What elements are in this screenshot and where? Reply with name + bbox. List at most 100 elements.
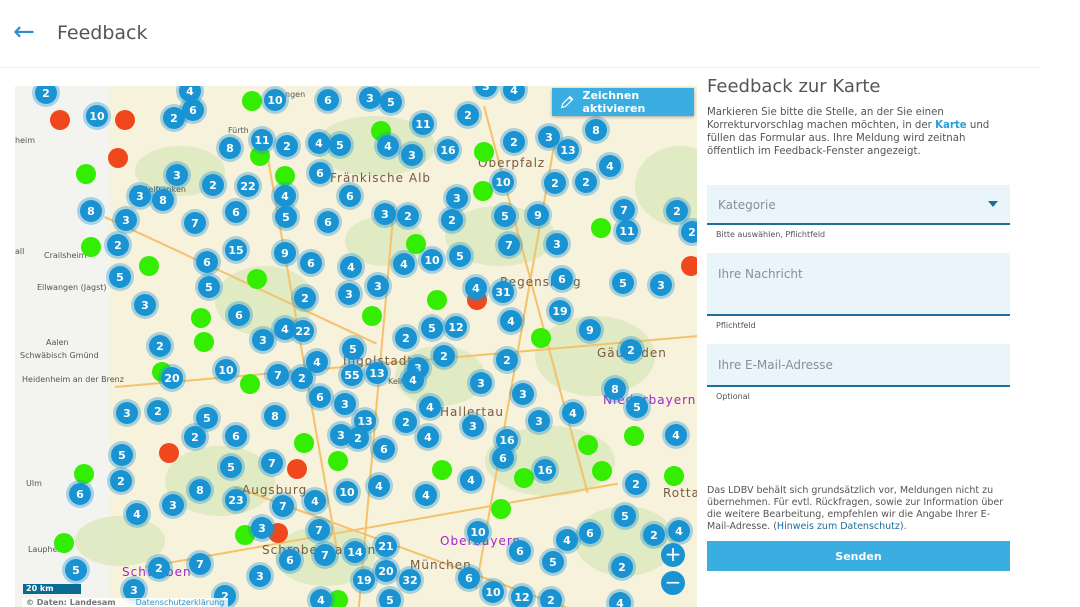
marker-cluster[interactable]: 8 <box>80 200 102 222</box>
arrow-left-icon[interactable]: ← <box>13 17 35 47</box>
marker-cluster[interactable]: 6 <box>228 304 250 326</box>
feedback-marker-done[interactable] <box>247 269 267 289</box>
marker-cluster[interactable]: 3 <box>123 579 145 601</box>
marker-cluster[interactable]: 20 <box>375 560 397 582</box>
feedback-marker-open[interactable] <box>268 523 288 543</box>
feedback-marker-done[interactable] <box>432 460 452 480</box>
feedback-marker-done[interactable] <box>235 525 255 545</box>
marker-cluster[interactable]: 4 <box>503 86 525 101</box>
marker-cluster[interactable]: 2 <box>291 367 313 389</box>
marker-cluster[interactable]: 15 <box>225 239 247 261</box>
marker-cluster[interactable]: 10 <box>336 481 358 503</box>
feedback-marker-done[interactable] <box>578 435 598 455</box>
marker-cluster[interactable]: 6 <box>551 268 573 290</box>
marker-cluster[interactable]: 12 <box>445 316 467 338</box>
feedback-marker-done[interactable] <box>592 461 612 481</box>
marker-cluster[interactable]: 4 <box>562 402 584 424</box>
marker-cluster[interactable]: 16 <box>437 139 459 161</box>
marker-cluster[interactable]: 16 <box>496 429 518 451</box>
feedback-marker-done[interactable] <box>250 146 270 166</box>
marker-cluster[interactable]: 4 <box>274 318 296 340</box>
email-input[interactable]: Ihre E-Mail-Adresse <box>707 344 1010 387</box>
marker-cluster[interactable]: 3 <box>528 410 550 432</box>
marker-cluster[interactable]: 13 <box>557 139 579 161</box>
marker-cluster[interactable]: 2 <box>540 589 562 607</box>
feedback-marker-done[interactable] <box>328 590 348 607</box>
marker-cluster[interactable]: 3 <box>166 164 188 186</box>
zoom-out-button[interactable]: − <box>661 571 685 595</box>
marker-cluster[interactable]: 6 <box>317 89 339 111</box>
marker-cluster[interactable]: 7 <box>189 553 211 575</box>
marker-cluster[interactable]: 2 <box>35 86 57 104</box>
feedback-marker-done[interactable] <box>474 142 494 162</box>
marker-cluster[interactable]: 7 <box>184 212 206 234</box>
marker-cluster[interactable]: 3 <box>650 274 672 296</box>
marker-cluster[interactable]: 14 <box>344 541 366 563</box>
marker-cluster[interactable]: 6 <box>225 425 247 447</box>
privacy-link[interactable]: Datenschutzerklärung <box>135 598 225 607</box>
marker-cluster[interactable]: 8 <box>264 405 286 427</box>
marker-cluster[interactable]: 22 <box>237 175 259 197</box>
feedback-marker-done[interactable] <box>275 166 295 186</box>
marker-cluster[interactable]: 11 <box>412 113 434 135</box>
marker-cluster[interactable]: 7 <box>498 234 520 256</box>
marker-cluster[interactable]: 6 <box>509 540 531 562</box>
marker-cluster[interactable]: 55 <box>341 364 363 386</box>
marker-cluster[interactable]: 3 <box>475 86 497 97</box>
marker-cluster[interactable]: 4 <box>415 484 437 506</box>
marker-cluster[interactable]: 4 <box>417 426 439 448</box>
marker-cluster[interactable]: 2 <box>148 557 170 579</box>
marker-cluster[interactable]: 3 <box>401 144 423 166</box>
marker-cluster[interactable]: 5 <box>329 134 351 156</box>
map-link[interactable]: Karte <box>935 120 967 131</box>
marker-cluster[interactable]: 4 <box>460 469 482 491</box>
marker-cluster[interactable]: 4 <box>310 589 332 607</box>
marker-cluster[interactable]: 7 <box>261 452 283 474</box>
marker-cluster[interactable]: 4 <box>609 592 631 607</box>
marker-cluster[interactable]: 6 <box>339 185 361 207</box>
marker-cluster[interactable]: 7 <box>267 364 289 386</box>
marker-cluster[interactable]: 5 <box>612 272 634 294</box>
marker-cluster[interactable]: 20 <box>161 367 183 389</box>
draw-activate-button[interactable]: Zeichnen aktivieren <box>552 88 694 116</box>
marker-cluster[interactable]: 32 <box>399 569 421 591</box>
marker-cluster[interactable]: 4 <box>306 351 328 373</box>
marker-cluster[interactable]: 2 <box>457 104 479 126</box>
marker-cluster[interactable]: 11 <box>251 129 273 151</box>
marker-cluster[interactable]: 3 <box>512 383 534 405</box>
marker-cluster[interactable]: 2 <box>503 131 525 153</box>
marker-cluster[interactable]: 4 <box>668 520 690 542</box>
feedback-marker-done[interactable] <box>240 374 260 394</box>
marker-cluster[interactable]: 8 <box>219 137 241 159</box>
marker-cluster[interactable]: 21 <box>375 535 397 557</box>
feedback-marker-done[interactable] <box>406 234 426 254</box>
feedback-marker-done[interactable] <box>591 218 611 238</box>
marker-cluster[interactable]: 19 <box>549 300 571 322</box>
marker-cluster[interactable]: 2 <box>395 411 417 433</box>
marker-cluster[interactable]: 2 <box>347 427 369 449</box>
marker-cluster[interactable]: 3 <box>162 494 184 516</box>
marker-cluster[interactable]: 10 <box>482 581 504 603</box>
marker-cluster[interactable]: 3 <box>538 126 560 148</box>
marker-cluster[interactable]: 4 <box>556 529 578 551</box>
marker-cluster[interactable]: 7 <box>314 544 336 566</box>
category-select[interactable]: Kategorie <box>707 185 1010 225</box>
marker-cluster[interactable]: 2 <box>620 339 642 361</box>
marker-cluster[interactable]: 3 <box>546 233 568 255</box>
marker-cluster[interactable]: 22 <box>292 320 314 342</box>
marker-cluster[interactable]: 2 <box>575 171 597 193</box>
feedback-marker-done[interactable] <box>81 237 101 257</box>
marker-cluster[interactable]: 31 <box>492 281 514 303</box>
marker-cluster[interactable]: 5 <box>198 276 220 298</box>
marker-cluster[interactable]: 6 <box>196 251 218 273</box>
marker-cluster[interactable]: 4 <box>419 396 441 418</box>
marker-cluster[interactable]: 10 <box>264 89 286 111</box>
message-textarea[interactable]: Ihre Nachricht <box>707 253 1010 316</box>
marker-cluster[interactable]: 3 <box>446 187 468 209</box>
marker-cluster[interactable]: 2 <box>643 524 665 546</box>
marker-cluster[interactable]: 5 <box>65 559 87 581</box>
feedback-marker-done[interactable] <box>514 468 534 488</box>
marker-cluster[interactable]: 2 <box>163 107 185 129</box>
feedback-marker-done[interactable] <box>531 328 551 348</box>
